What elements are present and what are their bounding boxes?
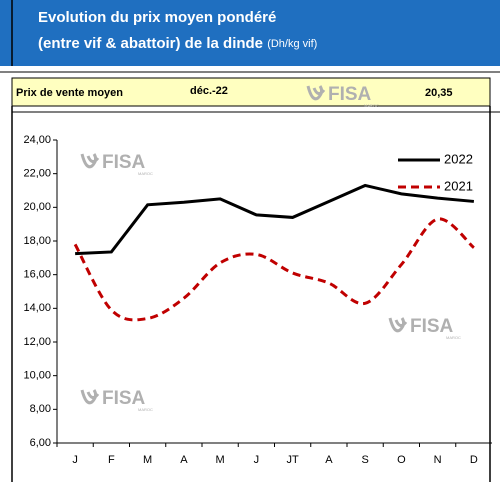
y-tick-label: 22,00 <box>23 168 51 180</box>
x-tick-label: F <box>108 454 115 466</box>
logo-text: FISA <box>328 84 372 105</box>
y-tick-label: 8,00 <box>30 403 51 415</box>
logo-icon <box>388 317 408 333</box>
line-series <box>73 217 475 322</box>
x-tick-label: A <box>180 454 188 466</box>
y-tick-label: 14,00 <box>23 302 51 314</box>
logo-icon <box>80 389 100 405</box>
y-tick-label: 12,00 <box>23 336 51 348</box>
logo-text: FISA <box>102 388 146 409</box>
logo-icon <box>306 85 326 101</box>
header-title: (entre vif & abattoir) de la dinde (Dh/k… <box>38 35 317 52</box>
logo-sub: MAROC <box>446 335 461 340</box>
header-title: Evolution du prix moyen pondéré <box>38 9 276 26</box>
logo-icon <box>80 153 100 169</box>
y-tick-label: 10,00 <box>23 370 51 382</box>
x-tick-label: D <box>470 454 478 466</box>
legend-label: 2022 <box>444 151 473 166</box>
x-tick-label: J <box>72 454 78 466</box>
y-tick-label: 6,00 <box>30 437 51 449</box>
logo-text: FISA <box>410 316 454 337</box>
line-series <box>75 183 475 256</box>
x-tick-label: M <box>216 454 225 466</box>
header-unit: (Dh/kg vif) <box>267 38 317 50</box>
logo-sub: MAROC <box>364 103 379 108</box>
y-tick-label: 16,00 <box>23 269 51 281</box>
legend-label: 2021 <box>444 178 473 193</box>
logo-text: FISA <box>102 152 146 173</box>
summary-row <box>11 77 491 107</box>
x-tick-label: S <box>361 454 368 466</box>
summary-period: déc.-22 <box>190 85 228 97</box>
x-tick-label: J <box>254 454 260 466</box>
logo-sub: MAROC <box>138 171 153 176</box>
header-band <box>0 0 500 66</box>
y-tick-label: 24,00 <box>23 134 51 146</box>
y-tick-label: 20,00 <box>23 201 51 213</box>
x-tick-label: N <box>434 454 442 466</box>
y-tick-label: 18,00 <box>23 235 51 247</box>
summary-value: 20,35 <box>425 87 453 99</box>
logo-sub: MAROC <box>138 407 153 412</box>
x-tick-label: O <box>397 454 406 466</box>
summary-label: Prix de vente moyen <box>16 87 123 99</box>
x-tick-label: A <box>325 454 333 466</box>
x-tick-label: JT <box>287 454 300 466</box>
header-title-2: (entre vif & abattoir) de la dinde <box>38 35 263 52</box>
x-tick-label: M <box>143 454 152 466</box>
